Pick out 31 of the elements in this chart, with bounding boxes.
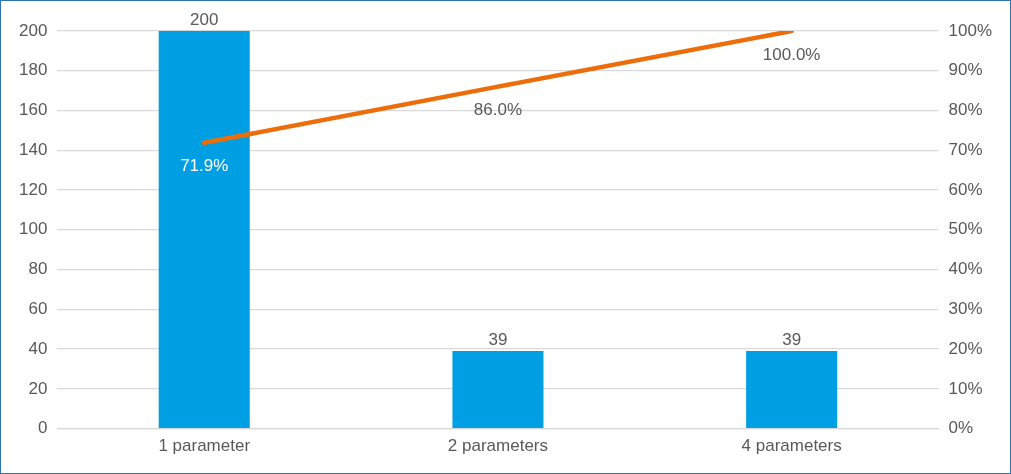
- y2-tick-label: 50%: [948, 219, 983, 239]
- data-label: 39: [488, 330, 508, 350]
- y2-tick-label: 80%: [948, 100, 983, 120]
- x-tick-label: 2 parameters: [447, 436, 549, 456]
- y-tick-label: 40: [28, 338, 48, 358]
- y-tick-label: 60: [28, 299, 48, 319]
- y-tick-label: 140: [18, 139, 48, 159]
- y2-tick-label: 10%: [948, 378, 983, 398]
- x-tick-label: 4 parameters: [741, 436, 842, 456]
- data-label: 100.0%: [762, 44, 821, 64]
- y2-tick-label: 70%: [948, 139, 983, 159]
- y-tick-label: 0: [37, 418, 48, 438]
- y2-tick-label: 0%: [948, 418, 974, 438]
- y2-tick-label: 90%: [948, 60, 983, 80]
- data-label: 71.9%: [180, 156, 229, 176]
- y-tick-label: 80: [28, 259, 48, 279]
- y-tick-label: 100: [18, 219, 48, 239]
- x-tick-label: 1 parameter: [158, 436, 251, 456]
- y-tick-label: 120: [18, 179, 48, 199]
- data-label: 39: [782, 330, 802, 350]
- y-tick-label: 20: [28, 378, 48, 398]
- y2-tick-label: 20%: [948, 338, 983, 358]
- y-tick-label: 180: [18, 60, 48, 80]
- y2-tick-label: 30%: [948, 299, 983, 319]
- data-label: 86.0%: [473, 100, 523, 120]
- y2-tick-label: 100%: [948, 20, 992, 40]
- y2-tick-label: 40%: [948, 259, 983, 279]
- data-label: 200: [190, 10, 219, 30]
- y2-tick-label: 60%: [948, 179, 983, 199]
- y-tick-label: 200: [18, 20, 48, 40]
- y-tick-label: 160: [18, 100, 48, 120]
